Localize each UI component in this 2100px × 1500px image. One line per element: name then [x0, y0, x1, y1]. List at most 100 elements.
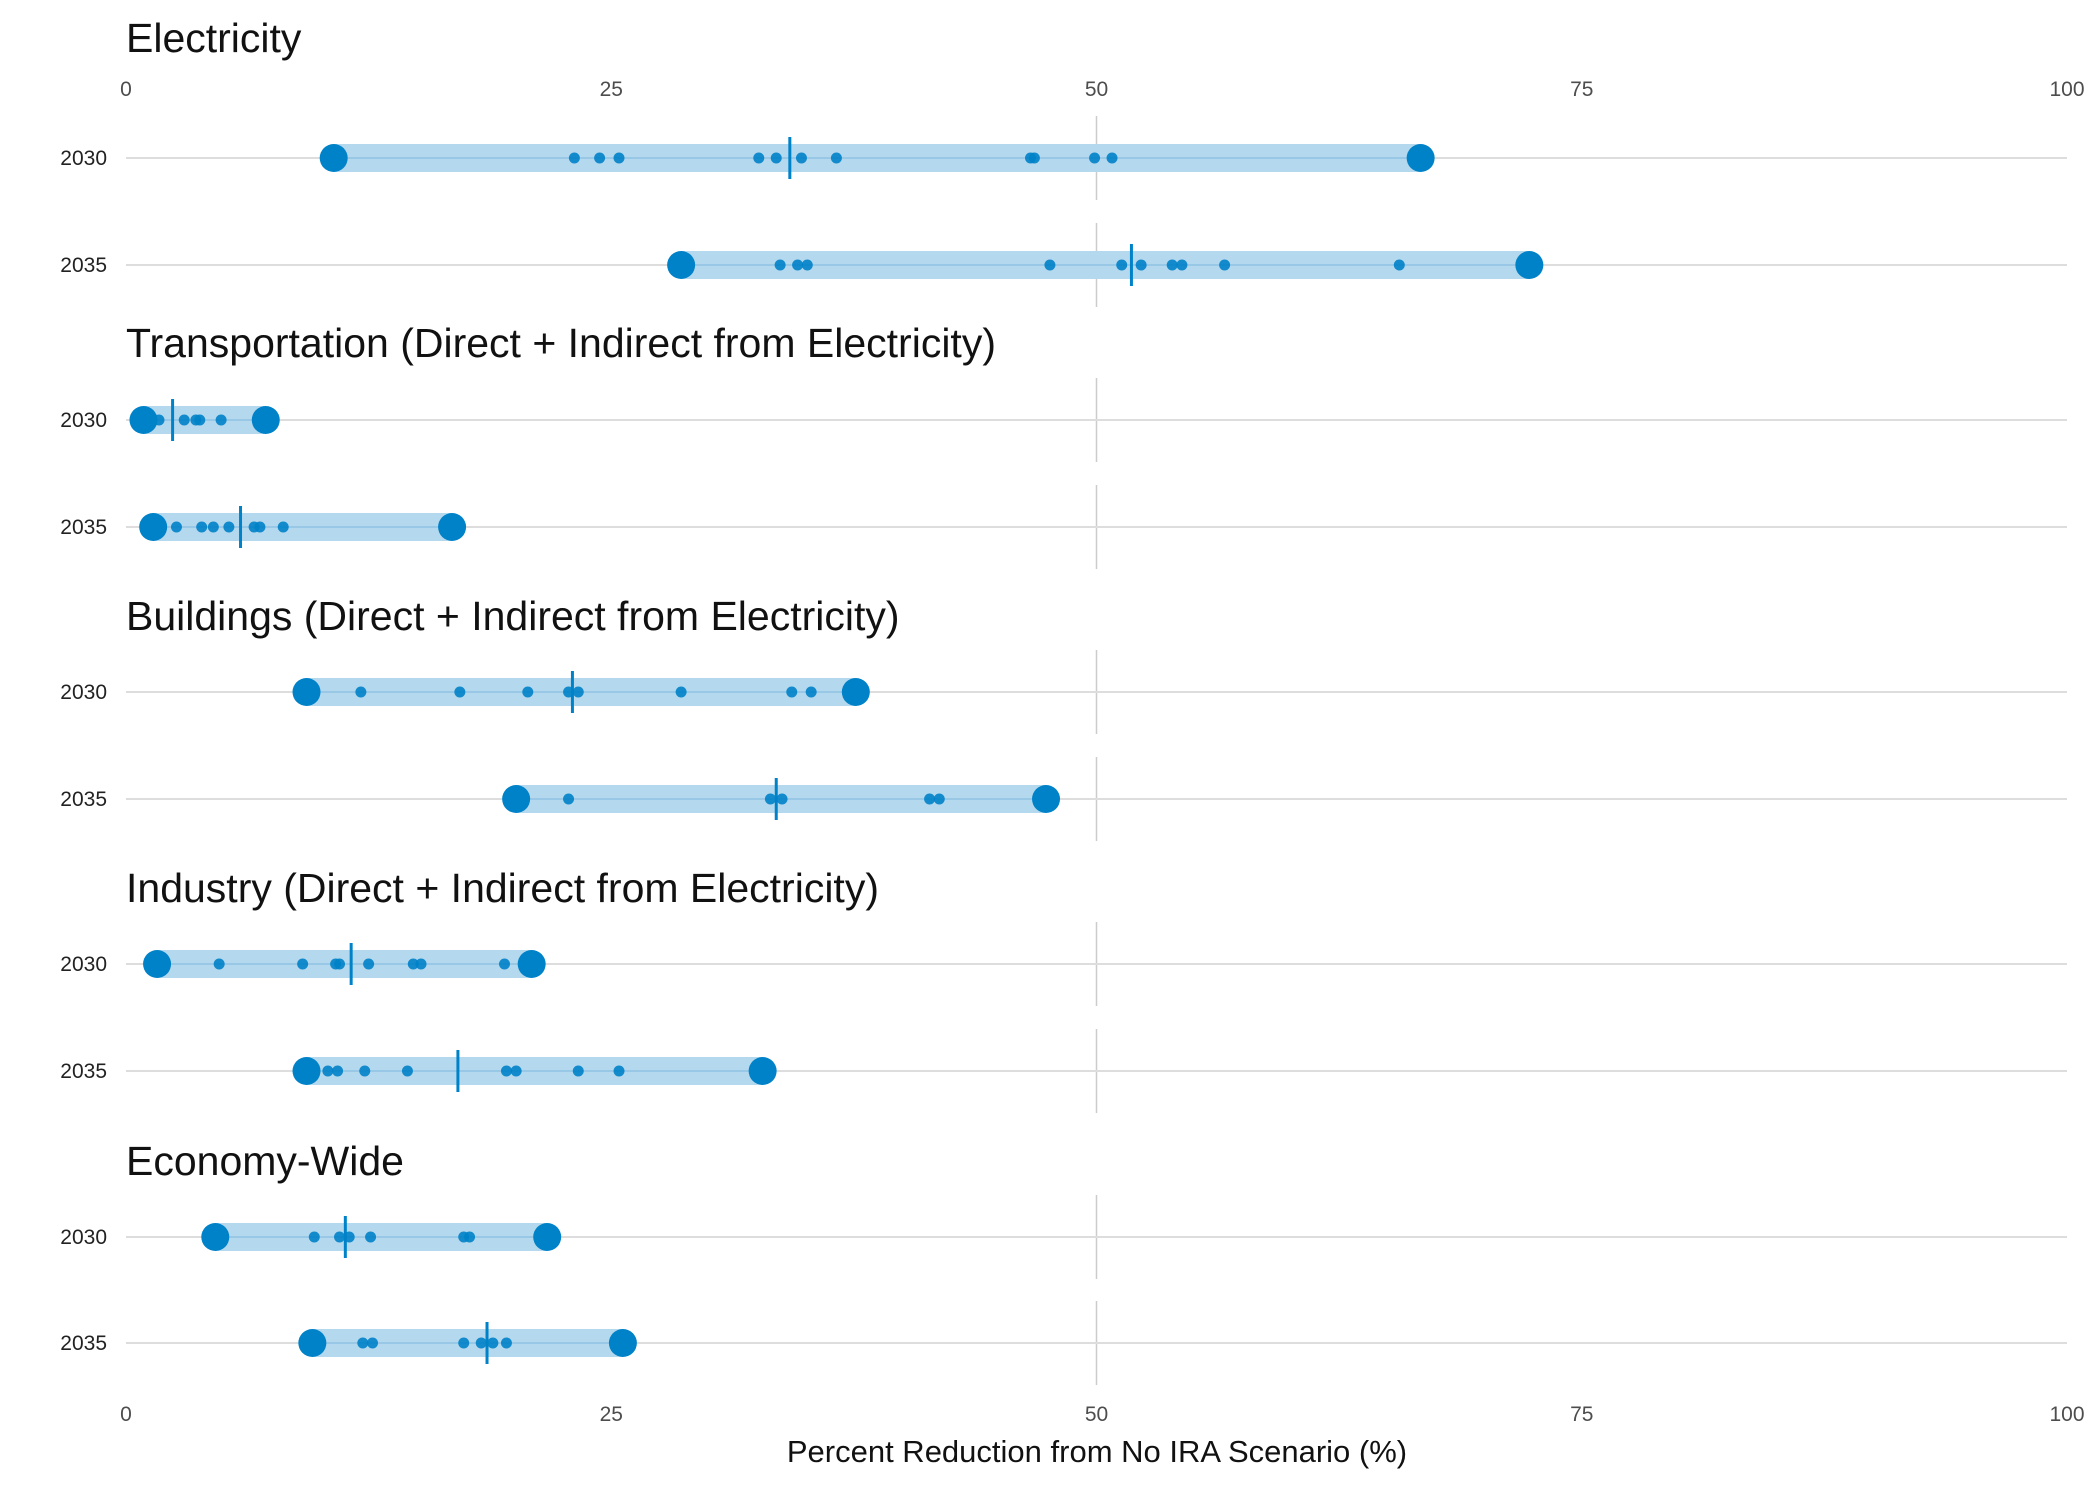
max-point [438, 513, 467, 541]
row-2035: 2035 [60, 778, 2067, 820]
row-2030: 2030 [60, 137, 2067, 179]
chart-panels: Electricity 2030 2035 Transportation (Direc… [60, 15, 2067, 1385]
model-point [401, 1065, 413, 1077]
model-point [792, 259, 804, 271]
model-point [613, 152, 625, 164]
panel-3: Industry (Direct + Indirect from Electri… [60, 865, 2067, 1113]
model-point [407, 958, 419, 970]
y-tick-label: 2035 [60, 788, 107, 811]
row-2030: 2030 [60, 943, 2067, 985]
max-point [1406, 144, 1435, 172]
model-point [213, 958, 225, 970]
x-tick-label-bottom: 50 [1085, 1403, 1108, 1426]
max-point [841, 678, 870, 706]
y-tick-label: 2035 [60, 516, 107, 539]
model-point [933, 793, 945, 805]
model-point [458, 1337, 470, 1349]
max-point [251, 406, 280, 434]
model-point [332, 1065, 344, 1077]
model-point [1176, 259, 1188, 271]
min-point [129, 406, 158, 434]
model-point [924, 793, 936, 805]
row-2030: 2030 [60, 1216, 2067, 1258]
x-tick-label-bottom: 0 [120, 1403, 132, 1426]
model-point [254, 521, 266, 533]
model-point [776, 793, 788, 805]
row-2035: 2035 [60, 506, 2067, 548]
top-x-axis: 0 25 50 75 100 [120, 78, 2084, 101]
model-point [1116, 259, 1128, 271]
x-tick-label-top: 75 [1570, 78, 1593, 101]
min-point [319, 144, 348, 172]
y-tick-label: 2035 [60, 1332, 107, 1355]
model-point [568, 152, 580, 164]
panel-4: Economy-Wide 2030 2035 [60, 1138, 2067, 1385]
row-2030: 2030 [60, 399, 2067, 441]
y-tick-label: 2030 [60, 1226, 107, 1249]
model-point [770, 152, 782, 164]
max-point [517, 950, 546, 978]
model-point [753, 152, 765, 164]
model-point [464, 1231, 476, 1243]
x-tick-label-top: 25 [600, 78, 623, 101]
model-point [774, 259, 786, 271]
model-point [572, 1065, 584, 1077]
x-tick-label-bottom: 75 [1570, 1403, 1593, 1426]
panel-title: Transportation (Direct + Indirect from E… [126, 320, 996, 366]
panel-0: Electricity 2030 2035 [60, 15, 2067, 307]
y-tick-label: 2035 [60, 1060, 107, 1083]
model-point [223, 521, 235, 533]
model-point [355, 686, 367, 698]
panel-2: Buildings (Direct + Indirect from Electr… [60, 593, 2067, 841]
x-tick-label-top: 50 [1085, 78, 1108, 101]
x-tick-label-top: 100 [2049, 78, 2084, 101]
y-tick-label: 2035 [60, 254, 107, 277]
model-point [805, 686, 817, 698]
max-point [533, 1223, 562, 1251]
row-2030: 2030 [60, 671, 2067, 713]
model-point [297, 958, 309, 970]
model-point [215, 414, 227, 426]
model-point [178, 414, 190, 426]
min-point [502, 785, 531, 813]
model-point [1044, 259, 1056, 271]
model-point [196, 521, 208, 533]
model-point [1166, 259, 1178, 271]
model-point [487, 1337, 499, 1349]
min-point [143, 950, 172, 978]
model-point [475, 1337, 487, 1349]
model-point [1106, 152, 1118, 164]
model-point [594, 152, 606, 164]
x-tick-label-bottom: 25 [600, 1403, 623, 1426]
panel-title: Economy-Wide [126, 1138, 404, 1184]
model-point [764, 793, 776, 805]
y-tick-label: 2030 [60, 147, 107, 170]
min-point [667, 251, 696, 279]
model-point [322, 1065, 334, 1077]
model-point [498, 958, 510, 970]
row-2035: 2035 [60, 244, 2067, 286]
max-point [1032, 785, 1061, 813]
model-point [613, 1065, 625, 1077]
model-point [277, 521, 289, 533]
min-point [201, 1223, 230, 1251]
model-point [454, 686, 466, 698]
model-point [522, 686, 534, 698]
model-point [786, 686, 798, 698]
model-point [563, 793, 575, 805]
model-point [1393, 259, 1405, 271]
model-point [801, 259, 813, 271]
bottom-x-axis: 0 25 50 75 100 [120, 1403, 2084, 1426]
model-point [795, 152, 807, 164]
x-tick-label-bottom: 100 [2049, 1403, 2084, 1426]
model-point [207, 521, 219, 533]
min-point [292, 1057, 321, 1085]
model-point [1089, 152, 1101, 164]
panel-title: Electricity [126, 15, 302, 61]
y-tick-label: 2030 [60, 953, 107, 976]
model-point [365, 1231, 377, 1243]
max-point [608, 1329, 637, 1357]
model-point [1135, 259, 1147, 271]
model-point [363, 958, 375, 970]
